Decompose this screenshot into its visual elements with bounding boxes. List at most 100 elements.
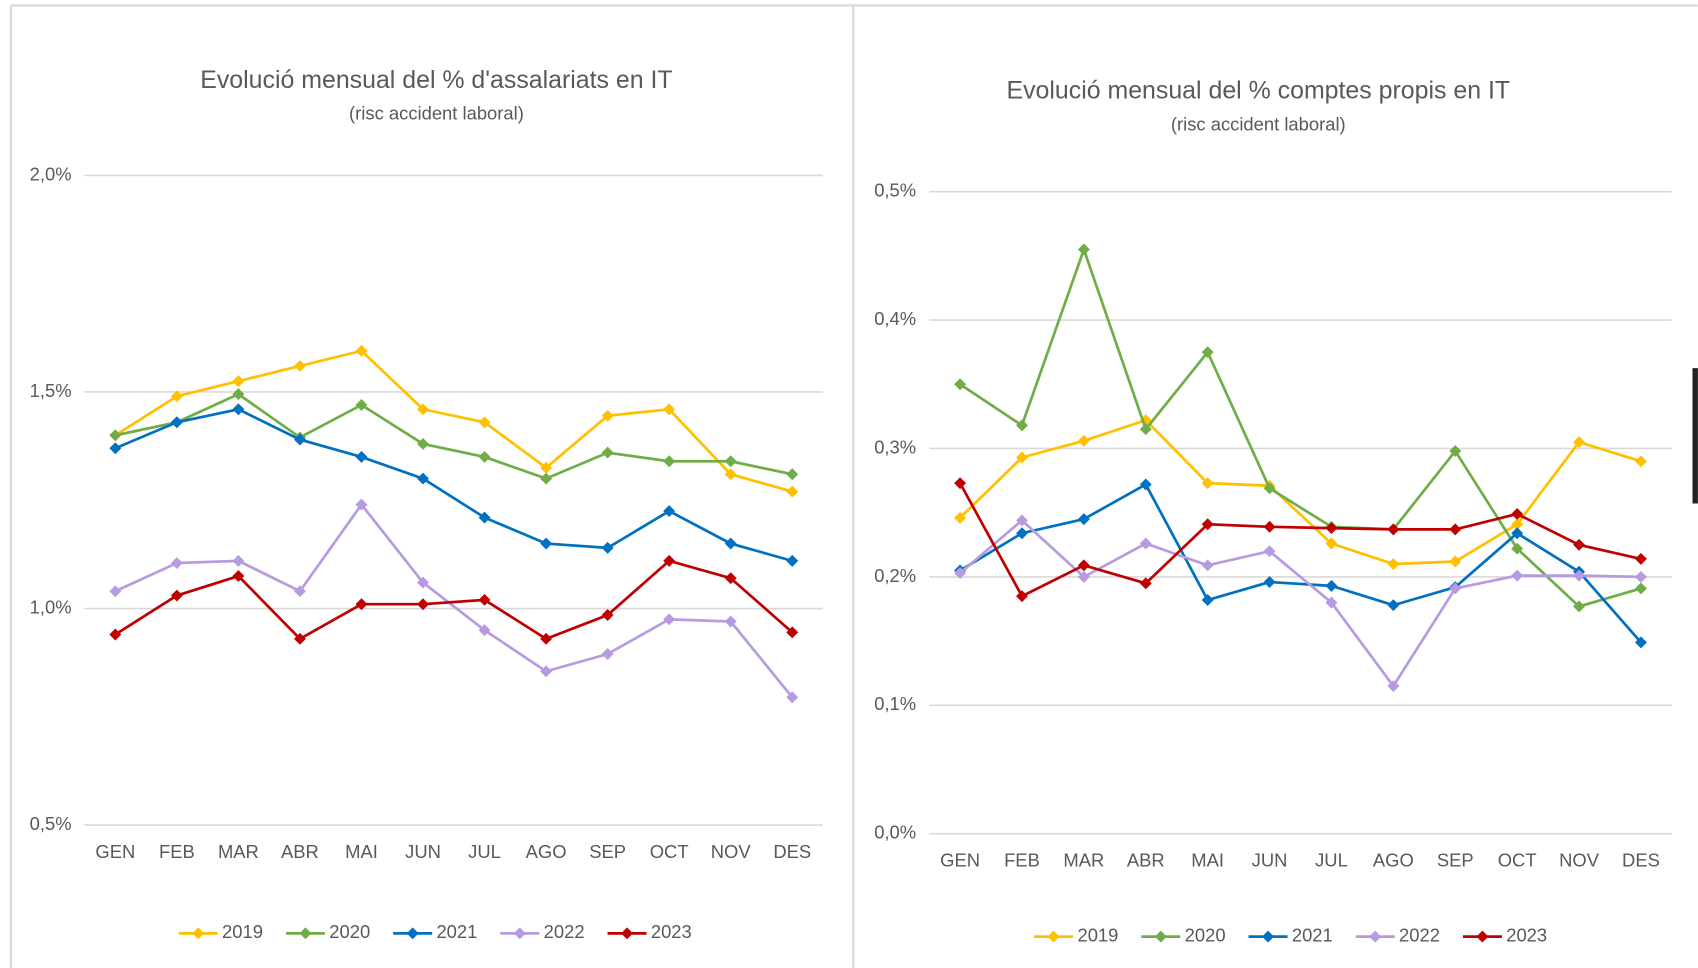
- point-marker: [1449, 523, 1462, 536]
- point-marker: [417, 576, 429, 589]
- point-marker: [1573, 436, 1586, 449]
- legend-label: 2023: [651, 921, 692, 942]
- y-tick-label: 1,5%: [30, 380, 72, 401]
- legend-marker: [299, 927, 312, 940]
- point-marker: [1077, 513, 1090, 526]
- point-marker: [109, 585, 122, 598]
- series-line: [959, 245, 1642, 608]
- point-marker: [232, 375, 245, 388]
- x-tick-label: ABR: [281, 841, 319, 862]
- x-tick-label: MAI: [1191, 850, 1224, 871]
- point-marker: [1263, 545, 1276, 558]
- point-marker: [417, 472, 429, 485]
- chart-subtitle: (risc accident laboral): [1171, 113, 1346, 134]
- point-marker: [1511, 518, 1524, 531]
- point-marker: [109, 442, 122, 455]
- point-marker: [293, 360, 306, 372]
- series-line: [115, 392, 793, 481]
- x-tick-label: DES: [773, 841, 811, 862]
- legend-marker: [1476, 930, 1489, 943]
- point-marker: [1511, 508, 1524, 520]
- point-marker: [1387, 523, 1400, 536]
- point-marker: [786, 468, 799, 481]
- point-marker: [954, 378, 967, 391]
- point-marker: [1139, 478, 1152, 491]
- point-marker: [1016, 451, 1028, 464]
- legend-label: 2023: [1506, 924, 1547, 945]
- point-marker: [355, 399, 368, 411]
- point-marker: [293, 585, 306, 598]
- point-marker: [355, 450, 368, 463]
- point-marker: [1016, 514, 1028, 527]
- y-tick-label: 0,5%: [874, 180, 916, 201]
- point-marker: [954, 477, 967, 490]
- legend-label: 2020: [1185, 924, 1226, 945]
- point-marker: [1387, 680, 1400, 693]
- point-marker: [1016, 419, 1028, 432]
- point-marker: [355, 598, 368, 611]
- x-tick-label: FEB: [159, 841, 195, 862]
- point-marker: [786, 485, 799, 498]
- point-marker: [1016, 590, 1028, 603]
- x-tick-label: GEN: [940, 850, 980, 871]
- legend-label: 2021: [436, 921, 477, 942]
- point-marker: [1139, 537, 1152, 550]
- series-line: [959, 518, 1641, 689]
- point-marker: [232, 388, 245, 401]
- x-tick-label: JUL: [468, 841, 501, 862]
- point-marker: [1201, 477, 1214, 490]
- legend-marker: [1262, 930, 1274, 943]
- point-marker: [1263, 520, 1276, 533]
- point-marker: [1201, 518, 1214, 531]
- point-marker: [1635, 552, 1647, 565]
- chart-title: Evolució mensual del % d'assalariats en …: [200, 66, 672, 94]
- point-marker: [540, 472, 553, 485]
- point-marker: [1263, 482, 1276, 495]
- point-marker: [478, 450, 491, 463]
- x-tick-label: GEN: [95, 841, 135, 862]
- point-marker: [1573, 569, 1586, 582]
- point-marker: [478, 416, 491, 429]
- point-marker: [417, 437, 429, 450]
- point-marker: [786, 626, 799, 639]
- legend-label: 2022: [1399, 924, 1440, 945]
- point-marker: [1077, 243, 1090, 256]
- edge-widget: [1692, 368, 1698, 504]
- point-marker: [724, 537, 737, 550]
- y-tick-label: 0,4%: [874, 308, 916, 329]
- legend-label: 2022: [544, 921, 585, 942]
- point-marker: [1635, 582, 1647, 595]
- point-marker: [1635, 455, 1647, 468]
- y-tick-label: 2,0%: [30, 163, 72, 184]
- legend-marker: [621, 927, 633, 940]
- point-marker: [1449, 445, 1462, 458]
- series-line: [114, 407, 793, 563]
- chart-title: Evolució mensual del % comptes propis en…: [1006, 77, 1510, 105]
- legend-label: 2021: [1292, 924, 1333, 945]
- x-tick-label: ABR: [1127, 850, 1165, 871]
- point-marker: [1635, 636, 1647, 649]
- legend-label: 2019: [1077, 924, 1118, 945]
- x-tick-label: FEB: [1004, 850, 1040, 871]
- chart-subtitle: (risc accident laboral): [349, 103, 524, 124]
- x-tick-label: MAR: [218, 841, 259, 862]
- x-tick-label: NOV: [711, 841, 752, 862]
- point-marker: [417, 598, 429, 611]
- point-marker: [1511, 527, 1524, 540]
- legend-marker: [406, 927, 419, 940]
- x-tick-label: AGO: [526, 841, 567, 862]
- x-tick-label: SEP: [1437, 850, 1474, 871]
- point-marker: [170, 589, 183, 602]
- point-marker: [1573, 600, 1586, 613]
- point-marker: [355, 498, 368, 511]
- series-line: [114, 349, 793, 493]
- x-tick-label: AGO: [1373, 850, 1414, 871]
- x-tick-label: DES: [1622, 850, 1660, 871]
- point-marker: [1325, 522, 1338, 535]
- y-tick-label: 0,5%: [30, 813, 72, 834]
- point-marker: [478, 511, 491, 524]
- x-tick-label: MAI: [345, 841, 378, 862]
- point-marker: [954, 567, 967, 580]
- point-marker: [954, 511, 967, 524]
